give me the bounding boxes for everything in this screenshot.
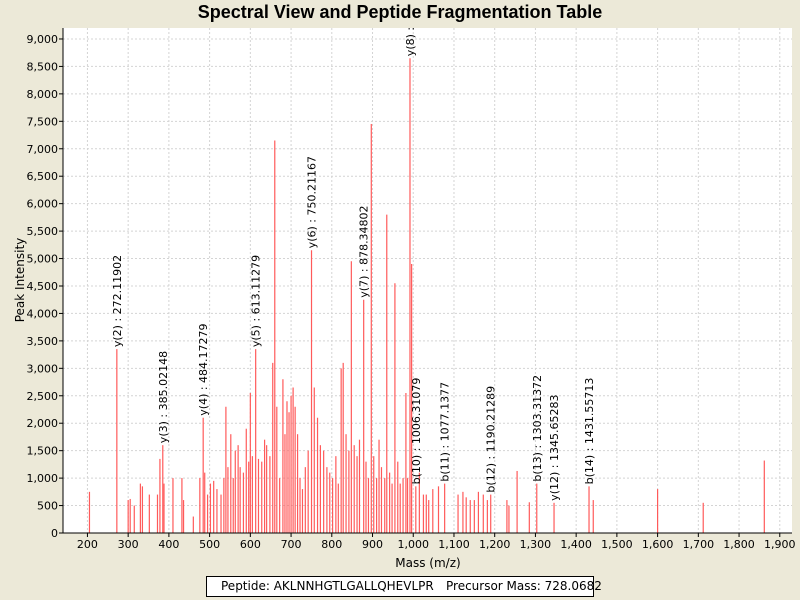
peak-annotation-label: y(6) : 750.21167	[306, 156, 319, 248]
peak-series	[88, 58, 765, 533]
x-tick-label: 1,700	[683, 538, 715, 551]
x-tick-label: 600	[240, 538, 261, 551]
x-tick-label: 300	[118, 538, 139, 551]
x-tick-label: 1,500	[601, 538, 633, 551]
y-tick-label: 0	[51, 527, 58, 540]
x-tick-label: 1,900	[764, 538, 796, 551]
y-tick-label: 6,000	[27, 198, 59, 211]
y-axis-label: Peak Intensity	[13, 238, 27, 323]
x-tick-label: 1,400	[560, 538, 592, 551]
y-tick-label: 3,000	[27, 362, 59, 375]
peak-annotation-label: y(2) : 272.11902	[111, 255, 124, 347]
grid-lines	[63, 28, 792, 533]
x-tick-label: 1,800	[723, 538, 755, 551]
x-tick-label: 1,200	[479, 538, 511, 551]
y-axis-ticks: 0 500 1,000 1,500 2,000 2,500 3,000 3,500 4,000 4…	[27, 33, 63, 540]
peak-annotation-label: y(3) : 385.02148	[157, 351, 170, 443]
x-tick-label: 200	[77, 538, 98, 551]
chart-title: Spectral View and Peptide Fragmentation …	[197, 2, 603, 22]
x-tick-label: 1,600	[642, 538, 674, 551]
y-tick-label: 9,000	[27, 33, 59, 46]
peak-annotation-label: y(12) : 1345.65283	[548, 395, 561, 501]
x-tick-label: 1,300	[520, 538, 552, 551]
peak-annotation-label: b(13) : 1303.31372	[531, 375, 544, 482]
plot-area	[63, 28, 792, 533]
y-tick-label: 1,000	[27, 472, 59, 485]
y-tick-label: 5,000	[27, 253, 59, 266]
y-tick-label: 5,500	[27, 225, 59, 238]
y-tick-label: 8,000	[27, 88, 59, 101]
peak-annotation-label: y(4) : 484.17279	[197, 323, 210, 415]
y-tick-label: 8,500	[27, 60, 59, 73]
y-tick-label: 4,500	[27, 280, 59, 293]
y-tick-label: 2,000	[27, 417, 59, 430]
x-axis-ticks: 200 300 400 500 600 700 800 900 1,000 1,100 1,200 1…	[77, 533, 796, 551]
peptide-sequence: Peptide: AKLNNHGTLGALLQHEVLPR	[221, 579, 434, 593]
peak-annotation-label: y(7) : 878.34802	[358, 205, 371, 297]
x-axis-label: Mass (m/z)	[395, 556, 460, 570]
peak-annotation-label: b(11) : 1077.1377	[439, 382, 452, 482]
x-tick-label: 800	[321, 538, 342, 551]
x-tick-label: 1,100	[438, 538, 470, 551]
y-tick-label: 3,500	[27, 335, 59, 348]
y-tick-label: 7,000	[27, 143, 59, 156]
y-tick-label: 4,000	[27, 307, 59, 320]
peak-annotation-label: b(12) : 1190.21289	[485, 386, 498, 493]
y-tick-label: 500	[37, 500, 58, 513]
y-tick-label: 7,500	[27, 115, 59, 128]
precursor-mass: Precursor Mass: 728.0682	[446, 579, 602, 593]
x-tick-label: 900	[362, 538, 383, 551]
peak-annotation-label: y(8) :	[404, 27, 417, 56]
peak-annotation-label: y(5) : 613.11279	[250, 255, 263, 347]
peak-annotation-label: b(10) : 1006.31079	[410, 378, 423, 485]
x-tick-label: 400	[158, 538, 179, 551]
peptide-info-box: Peptide: AKLNNHGTLGALLQHEVLPR Precursor …	[206, 576, 602, 597]
y-tick-label: 1,500	[27, 445, 59, 458]
x-tick-label: 1,000	[397, 538, 429, 551]
peak-annotation-label: b(14) : 1431.55713	[583, 378, 596, 485]
x-tick-label: 500	[199, 538, 220, 551]
axes	[62, 28, 792, 534]
y-tick-label: 6,500	[27, 170, 59, 183]
peak-annotations: y(2) : 272.11902 y(3) : 385.02148 y(4) : 4…	[111, 27, 596, 501]
x-tick-label: 700	[281, 538, 302, 551]
y-tick-label: 2,500	[27, 390, 59, 403]
